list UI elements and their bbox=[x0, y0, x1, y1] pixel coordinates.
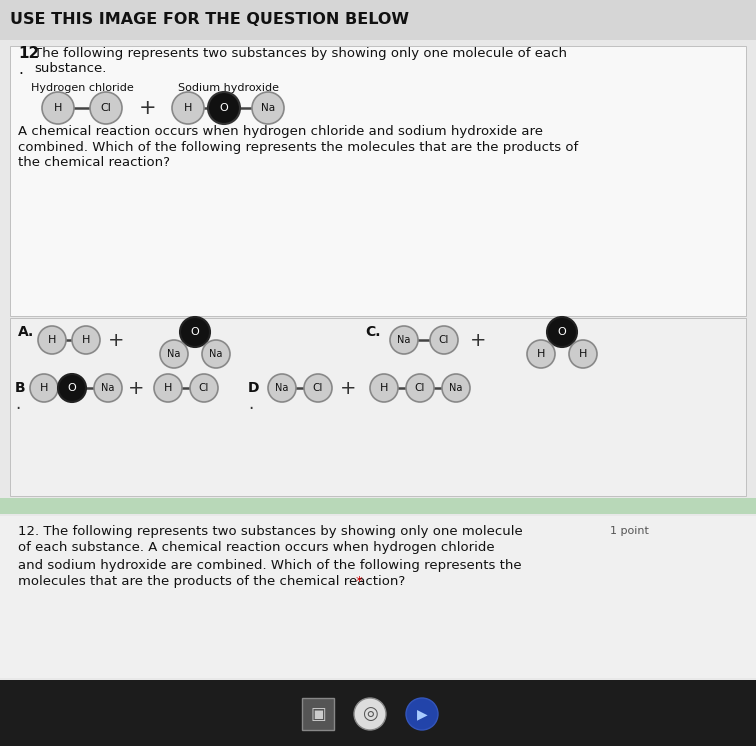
Text: H: H bbox=[82, 335, 90, 345]
Text: O: O bbox=[191, 327, 200, 337]
Circle shape bbox=[202, 340, 230, 368]
Circle shape bbox=[180, 317, 210, 347]
Text: H: H bbox=[537, 349, 545, 359]
Text: +: + bbox=[139, 98, 156, 118]
Text: the chemical reaction?: the chemical reaction? bbox=[18, 155, 170, 169]
Text: USE THIS IMAGE FOR THE QUESTION BELOW: USE THIS IMAGE FOR THE QUESTION BELOW bbox=[10, 13, 409, 28]
Text: 12. The following represents two substances by showing only one molecule: 12. The following represents two substan… bbox=[18, 524, 522, 538]
Text: ◎: ◎ bbox=[362, 705, 378, 723]
Circle shape bbox=[569, 340, 597, 368]
Circle shape bbox=[370, 374, 398, 402]
Text: Na: Na bbox=[167, 349, 181, 359]
Text: A.: A. bbox=[18, 325, 34, 339]
Text: +: + bbox=[128, 378, 144, 398]
Circle shape bbox=[42, 92, 74, 124]
Text: O: O bbox=[558, 327, 566, 337]
Text: Sodium hydroxide: Sodium hydroxide bbox=[178, 83, 278, 93]
Text: H: H bbox=[380, 383, 388, 393]
Text: C.: C. bbox=[365, 325, 380, 339]
Text: 12: 12 bbox=[18, 46, 39, 61]
Text: Na: Na bbox=[101, 383, 115, 393]
FancyBboxPatch shape bbox=[0, 498, 756, 514]
Circle shape bbox=[547, 317, 577, 347]
Circle shape bbox=[190, 374, 218, 402]
Text: H: H bbox=[54, 103, 62, 113]
Circle shape bbox=[527, 340, 555, 368]
Text: Cl: Cl bbox=[415, 383, 425, 393]
Text: Na: Na bbox=[275, 383, 289, 393]
Text: H: H bbox=[40, 383, 48, 393]
Circle shape bbox=[58, 374, 86, 402]
Circle shape bbox=[304, 374, 332, 402]
Text: Na: Na bbox=[209, 349, 223, 359]
Text: +: + bbox=[108, 330, 124, 349]
Circle shape bbox=[406, 698, 438, 730]
Text: Na: Na bbox=[398, 335, 411, 345]
Text: combined. Which of the following represents the molecules that are the products : combined. Which of the following represe… bbox=[18, 140, 578, 154]
Circle shape bbox=[30, 374, 58, 402]
Text: ▶: ▶ bbox=[417, 707, 427, 721]
Text: Na: Na bbox=[261, 103, 275, 113]
Circle shape bbox=[208, 92, 240, 124]
Text: H: H bbox=[184, 103, 192, 113]
Circle shape bbox=[268, 374, 296, 402]
Text: Cl: Cl bbox=[199, 383, 209, 393]
Text: *: * bbox=[356, 575, 363, 589]
FancyBboxPatch shape bbox=[302, 698, 334, 730]
Circle shape bbox=[72, 326, 100, 354]
Text: 1 point: 1 point bbox=[610, 526, 649, 536]
Text: .: . bbox=[15, 395, 20, 413]
Circle shape bbox=[390, 326, 418, 354]
Text: B: B bbox=[15, 381, 26, 395]
Text: Cl: Cl bbox=[313, 383, 323, 393]
FancyBboxPatch shape bbox=[0, 680, 756, 746]
Circle shape bbox=[252, 92, 284, 124]
Circle shape bbox=[354, 698, 386, 730]
Text: O: O bbox=[220, 103, 228, 113]
FancyBboxPatch shape bbox=[0, 516, 756, 678]
FancyBboxPatch shape bbox=[10, 318, 746, 496]
Text: +: + bbox=[469, 330, 486, 349]
FancyBboxPatch shape bbox=[10, 46, 746, 316]
Text: O: O bbox=[67, 383, 76, 393]
Text: and sodium hydroxide are combined. Which of the following represents the: and sodium hydroxide are combined. Which… bbox=[18, 559, 522, 571]
Text: Hydrogen chloride: Hydrogen chloride bbox=[31, 83, 133, 93]
Text: of each substance. A chemical reaction occurs when hydrogen chloride: of each substance. A chemical reaction o… bbox=[18, 542, 494, 554]
Text: +: + bbox=[339, 378, 356, 398]
Circle shape bbox=[94, 374, 122, 402]
Text: H: H bbox=[579, 349, 587, 359]
Text: H: H bbox=[48, 335, 56, 345]
Text: Na: Na bbox=[449, 383, 463, 393]
Text: .: . bbox=[18, 61, 23, 77]
Circle shape bbox=[38, 326, 66, 354]
Text: Cl: Cl bbox=[101, 103, 111, 113]
Text: D: D bbox=[248, 381, 259, 395]
Circle shape bbox=[406, 374, 434, 402]
FancyBboxPatch shape bbox=[0, 0, 756, 40]
Text: ▣: ▣ bbox=[310, 705, 326, 723]
Circle shape bbox=[160, 340, 188, 368]
Text: The following represents two substances by showing only one molecule of each: The following represents two substances … bbox=[34, 48, 567, 60]
Text: substance.: substance. bbox=[34, 63, 107, 75]
Circle shape bbox=[154, 374, 182, 402]
Circle shape bbox=[90, 92, 122, 124]
Text: .: . bbox=[248, 395, 253, 413]
Circle shape bbox=[172, 92, 204, 124]
Text: Cl: Cl bbox=[438, 335, 449, 345]
Text: H: H bbox=[164, 383, 172, 393]
Text: A chemical reaction occurs when hydrogen chloride and sodium hydroxide are: A chemical reaction occurs when hydrogen… bbox=[18, 125, 543, 139]
Circle shape bbox=[442, 374, 470, 402]
Circle shape bbox=[430, 326, 458, 354]
Text: molecules that are the products of the chemical reaction?: molecules that are the products of the c… bbox=[18, 575, 410, 589]
